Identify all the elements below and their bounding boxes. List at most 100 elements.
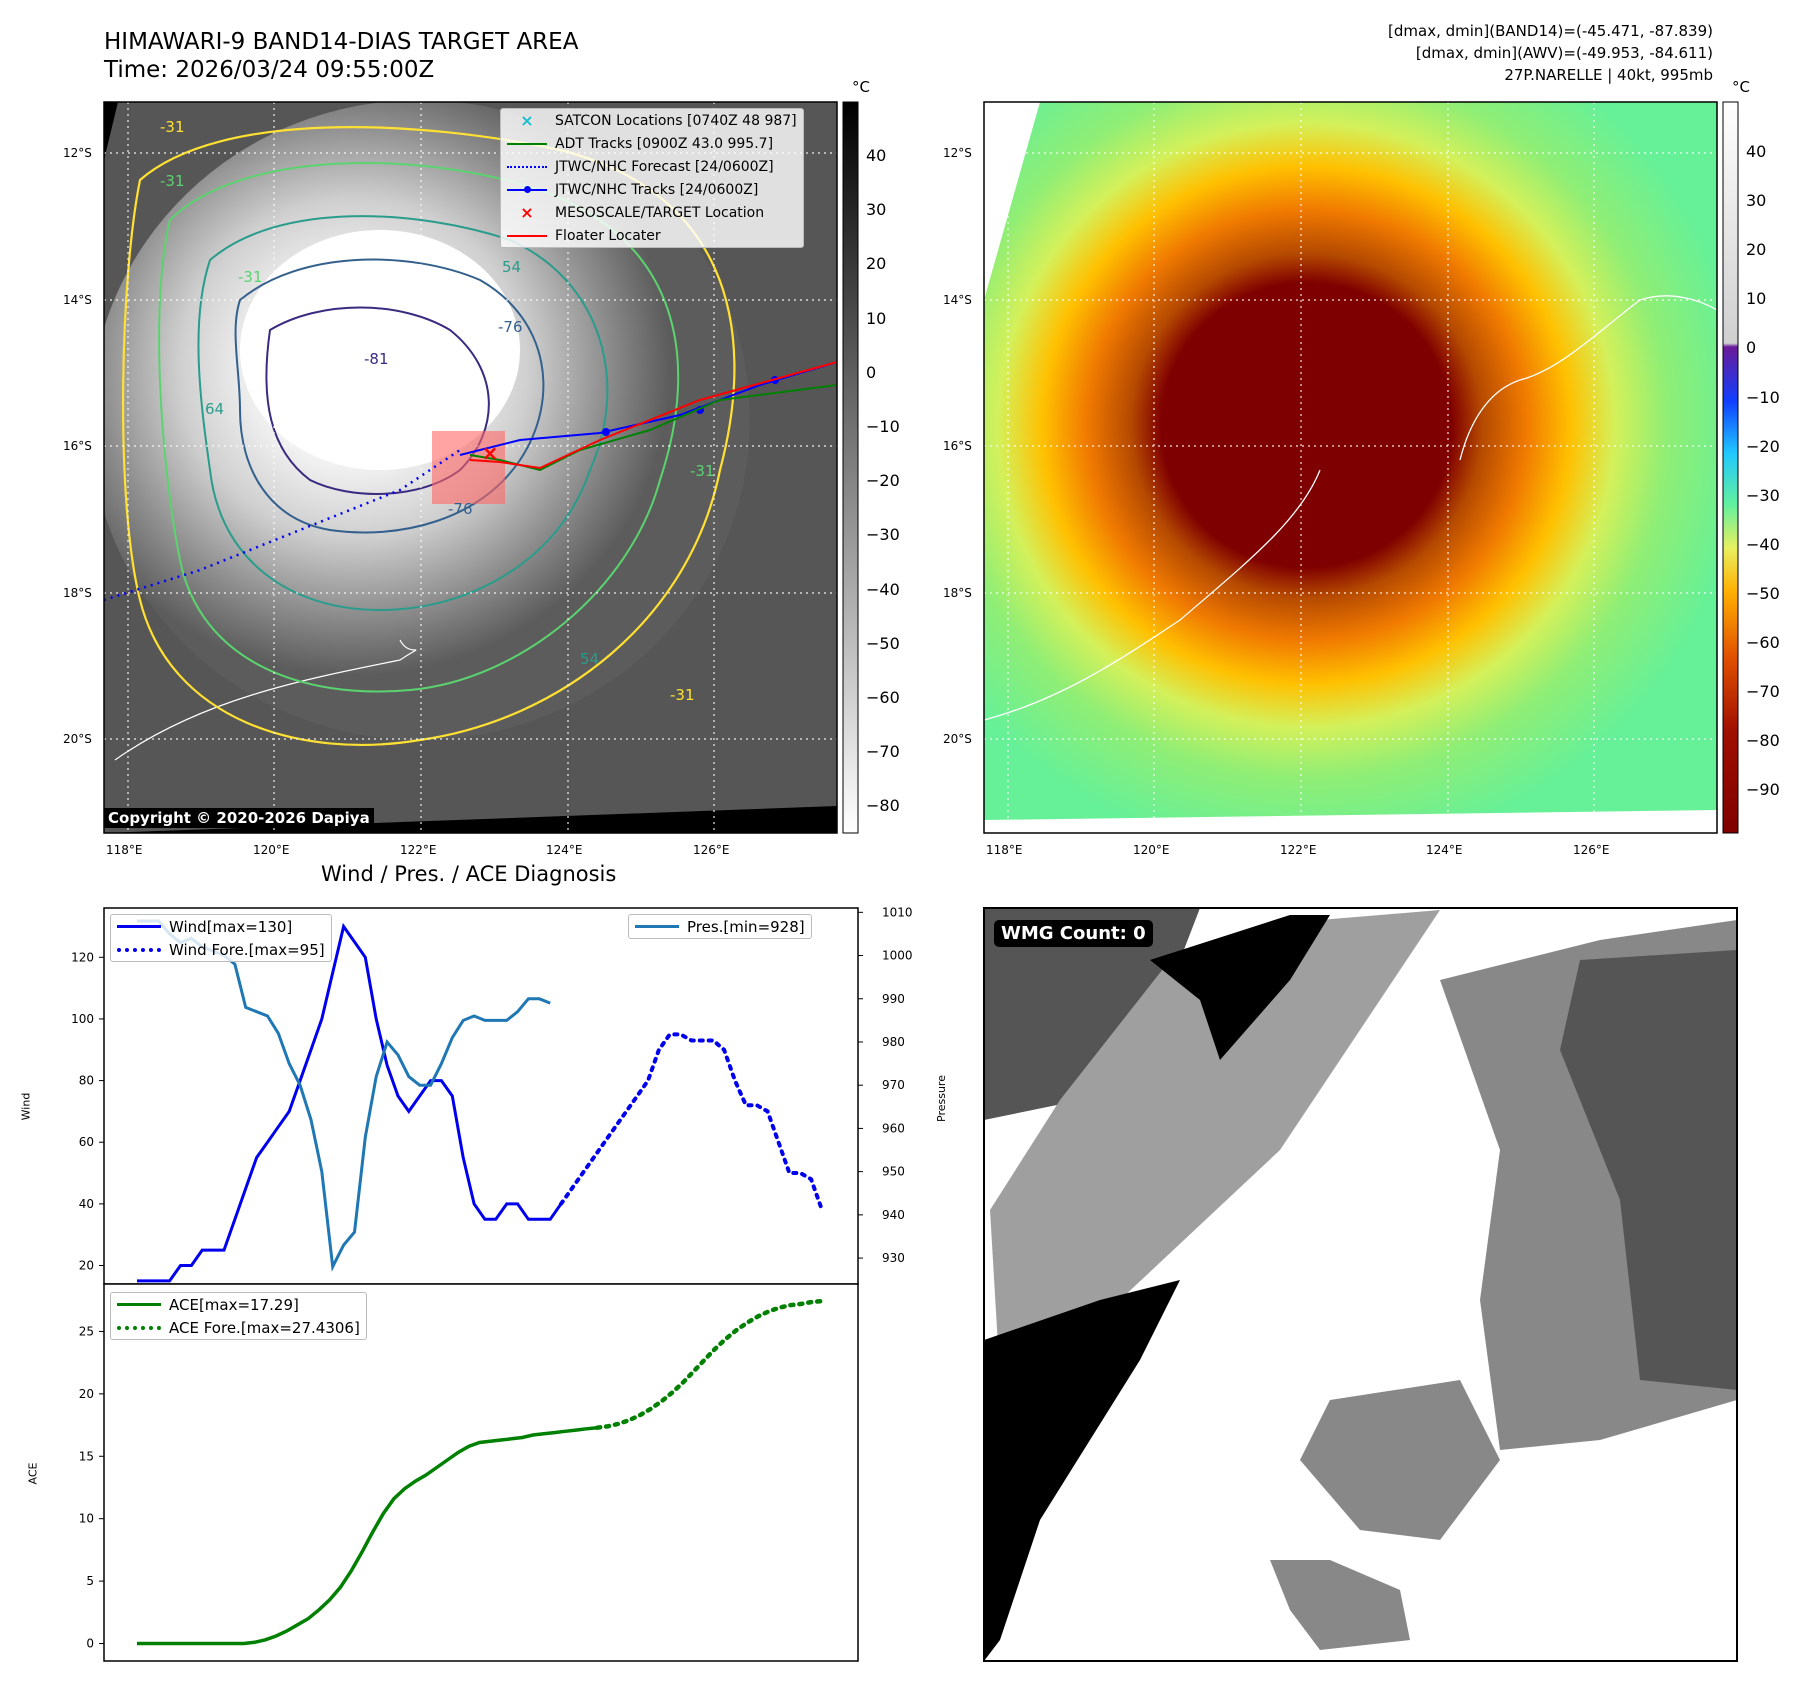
lat-tick: 16°S (943, 439, 972, 453)
colorbar-color-tick: 20 (1746, 240, 1767, 260)
ace-line (137, 1425, 598, 1646)
colorbar-color-tick: −60 (1746, 633, 1780, 652)
colorbar-color-tick: −30 (1746, 485, 1780, 505)
lon-tick: 120°E (253, 843, 290, 857)
pressure-tick-label: 950 (882, 1165, 905, 1179)
colorbar-gray-unit: °C (852, 78, 870, 96)
legend-label: SATCON Locations [0740Z 48 987] (555, 112, 797, 129)
contour-label: -31 (238, 268, 263, 286)
colorbar-color-unit: °C (1732, 78, 1750, 96)
colorbar-color-tick: 30 (1746, 191, 1767, 211)
storm-id: 27P.NARELLE | 40kt, 995mb (1504, 66, 1713, 84)
contour-label: -31 (160, 172, 185, 190)
lon-tick: 126°E (1573, 843, 1610, 857)
lat-tick: 18°S (943, 586, 972, 600)
legend-entry: ADT Tracks [0900Z 43.0 995.7] (501, 132, 803, 155)
ace-tick-label: 20 (79, 1387, 94, 1401)
legend-label: Floater Locater (555, 227, 661, 244)
lat-tick: 20°S (63, 732, 92, 746)
pressure-tick-label: 960 (882, 1121, 905, 1135)
lat-tick: 20°S (943, 732, 972, 746)
colorbar-gray-tick: 30 (866, 200, 887, 220)
ace-tick-label: 15 (79, 1449, 94, 1463)
colorbar-color-tick: 0 (1746, 338, 1757, 358)
legend-label: Wind Fore.[max=95] (169, 940, 325, 959)
colorbar-color-tick: −90 (1746, 780, 1780, 800)
x-marker-icon: × (520, 110, 534, 130)
legend-label: MESOSCALE/TARGET Location (555, 204, 765, 221)
contour-label: -31 (160, 118, 185, 136)
lon-tick: 118°E (106, 843, 143, 857)
copyright-label: Copyright © 2020-2026 Dapiya (104, 808, 374, 828)
legend-entry: Wind[max=130] (111, 915, 331, 938)
contour-label: -31 (670, 686, 695, 704)
contour-label: -76 (448, 500, 473, 518)
lon-tick: 126°E (693, 843, 730, 857)
ace-forecast-line (594, 1298, 825, 1430)
colorbar-gray-tick: −80 (866, 796, 900, 816)
pressure-tick-label: 930 (882, 1251, 905, 1265)
legend-entry: × MESOSCALE/TARGET Location (501, 201, 803, 224)
wind-tick-label: 100 (71, 1012, 94, 1026)
legend-entry: JTWC/NHC Forecast [24/0600Z] (501, 155, 803, 178)
lat-tick: 14°S (63, 293, 92, 307)
wind-tick-label: 20 (79, 1259, 94, 1273)
colorbar-gray-tick: −10 (866, 417, 900, 436)
legend-entry: Floater Locater (501, 224, 803, 247)
lat-tick: 18°S (63, 586, 92, 600)
lon-tick: 118°E (986, 843, 1023, 857)
colorbar-color-tick: 10 (1746, 289, 1767, 309)
colorbar-gray (842, 101, 859, 834)
legend-label: ACE Fore.[max=27.4306] (169, 1318, 360, 1337)
wind-pressure-axes (103, 907, 859, 1285)
colorbar-gray-tick: 20 (866, 254, 887, 274)
lat-tick: 16°S (63, 439, 92, 453)
legend-entry: Pres.[min=928] (629, 915, 811, 938)
line-swatch-icon (507, 139, 547, 149)
colorbar-gray-tick: −40 (866, 579, 900, 599)
pressure-tick-label: 980 (882, 1035, 905, 1049)
wind-tick-label: 80 (79, 1074, 94, 1088)
lat-tick: 12°S (63, 146, 92, 160)
wmg-pattern-panel (983, 907, 1738, 1662)
wind-axis-label: Wind (19, 1092, 33, 1121)
diagnosis-title: Wind / Pres. / ACE Diagnosis (321, 862, 617, 886)
wind-forecast-line (559, 1032, 824, 1212)
pressure-axis-label: Pressure (934, 1075, 948, 1122)
figure-time: Time: 2026/03/24 09:55:00Z (104, 57, 435, 83)
lon-tick: 120°E (1133, 843, 1170, 857)
stats-band14: [dmax, dmin](BAND14)=(-45.471, -87.839) (1388, 22, 1713, 40)
pressure-tick-label: 940 (882, 1208, 905, 1222)
ace-axes (103, 1283, 859, 1662)
x-marker-icon: × (520, 202, 534, 222)
wind-legend: Wind[max=130] Wind Fore.[max=95] (110, 914, 332, 962)
contour-label: -76 (498, 318, 523, 336)
stats-awv: [dmax, dmin](AWV)=(-49.953, -84.611) (1415, 44, 1713, 62)
line-swatch-icon (117, 922, 161, 932)
legend-label: Pres.[min=928] (687, 917, 805, 936)
colorbar-color-tick: −70 (1746, 682, 1780, 702)
dotted-line-swatch-icon (507, 162, 547, 172)
lon-tick: 122°E (400, 843, 437, 857)
wind-tick-label: 120 (71, 950, 94, 964)
contour-label: 54 (580, 650, 600, 668)
colorbar-gray-tick: 40 (866, 146, 887, 165)
legend-entry: Wind Fore.[max=95] (111, 938, 331, 961)
contour-label: -81 (364, 350, 389, 368)
lat-tick: 14°S (943, 293, 972, 307)
colorbar-color-tick: −50 (1746, 583, 1780, 603)
dotted-line-swatch-icon (117, 1323, 161, 1333)
ace-axis-label: ACE (26, 1462, 40, 1485)
wind-tick-label: 60 (79, 1135, 94, 1149)
track-legend: × SATCON Locations [0740Z 48 987] ADT Tra… (500, 108, 804, 248)
figure-title: HIMAWARI-9 BAND14-DIAS TARGET AREA (104, 29, 579, 55)
pressure-tick-label: 1000 (882, 949, 913, 963)
color-enhanced-panel (983, 101, 1718, 834)
colorbar-color-tick: −10 (1746, 387, 1780, 407)
contour-label: 54 (502, 258, 522, 276)
contour-label: -31 (690, 462, 715, 480)
colorbar-gray-tick: 0 (866, 362, 877, 382)
legend-entry: ACE Fore.[max=27.4306] (111, 1316, 366, 1339)
legend-entry: JTWC/NHC Tracks [24/0600Z] (501, 178, 803, 201)
